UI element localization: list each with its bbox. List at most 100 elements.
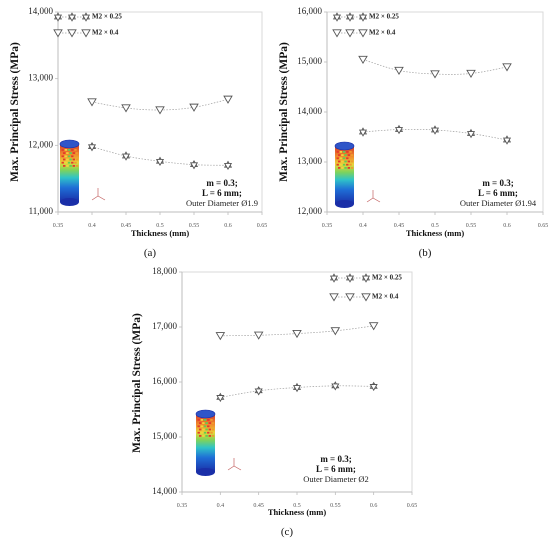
legend-marker bbox=[81, 12, 91, 22]
contour-speckle bbox=[197, 425, 200, 428]
x-axis-title: Thickness (mm) bbox=[268, 507, 326, 517]
x-tick-label: 0.6 bbox=[503, 223, 511, 229]
contour-speckle bbox=[74, 155, 77, 158]
contour-speckle bbox=[339, 151, 343, 153]
contour-speckle bbox=[208, 435, 211, 437]
marker-triangle-part bbox=[358, 14, 368, 22]
data-point-marker bbox=[87, 141, 97, 152]
legend-marker bbox=[67, 12, 77, 22]
data-point-marker bbox=[358, 127, 368, 137]
x-tick-label: 0.55 bbox=[330, 503, 341, 509]
y-tick-label: 18,000 bbox=[152, 266, 177, 276]
x-tick-label: 0.5 bbox=[431, 223, 439, 229]
legend-entry-2: M2 × 0.4 bbox=[329, 293, 399, 302]
chart-panel-3: 14,000 15,000 16,000 17,000 18,000 0.35 0.4 0.4… bbox=[131, 266, 417, 538]
contour-speckle bbox=[61, 155, 64, 158]
cylinder-body bbox=[335, 146, 354, 204]
x-tick-label: 0.35 bbox=[177, 503, 188, 509]
legend-marker bbox=[358, 12, 368, 22]
marker-triangle-part bbox=[189, 162, 199, 170]
x-axis-title: Thickness (mm) bbox=[131, 228, 189, 238]
y-tick-label: 12,000 bbox=[297, 206, 322, 216]
cylinder-top bbox=[59, 139, 80, 149]
cylinder-body bbox=[60, 144, 79, 202]
contour-speckle bbox=[66, 158, 69, 161]
contour-speckle bbox=[200, 431, 204, 434]
legend-label: M2 × 0.25 bbox=[369, 13, 399, 21]
y-tick-label: 14,000 bbox=[297, 106, 322, 116]
contour-speckle bbox=[338, 154, 341, 156]
y-tick-label: 14,000 bbox=[152, 486, 177, 496]
y-tick-label: 11,000 bbox=[29, 206, 54, 216]
contour-speckle bbox=[342, 151, 346, 153]
axis-glyph-y bbox=[366, 197, 374, 203]
contour-speckle bbox=[207, 425, 210, 428]
contour-speckle bbox=[341, 154, 344, 156]
marker-triangle-part bbox=[216, 395, 225, 403]
contour-speckle bbox=[64, 149, 68, 151]
contour-speckle bbox=[341, 167, 344, 169]
legend-entry-1: M2 × 0.25 bbox=[332, 12, 399, 22]
data-point-marker bbox=[466, 69, 476, 78]
y-axis-title: Max. Principal Stress (MPa) bbox=[131, 313, 143, 453]
data-point-marker bbox=[368, 322, 379, 331]
annotation-diameter: Outer Diameter Ø1.9 bbox=[186, 198, 258, 208]
contour-speckle bbox=[211, 428, 215, 431]
contour-speckle bbox=[75, 165, 79, 167]
annotation-diameter: Outer Diameter Ø2 bbox=[303, 474, 369, 484]
y-tick-label: 14,000 bbox=[28, 6, 53, 16]
data-point-marker bbox=[466, 128, 476, 139]
panel-label: (b) bbox=[419, 247, 432, 259]
contour-speckle bbox=[71, 149, 74, 151]
x-tick-label: 0.4 bbox=[217, 503, 225, 509]
contour-speckle bbox=[211, 435, 215, 437]
contour-speckle bbox=[349, 163, 352, 166]
contour-speckle bbox=[67, 161, 71, 164]
contour-speckle bbox=[207, 431, 210, 434]
contour-speckle bbox=[205, 428, 208, 431]
legend-entry-1: M2 × 0.25 bbox=[329, 273, 402, 283]
marker-triangle-part bbox=[223, 162, 233, 171]
data-point-marker bbox=[292, 329, 302, 339]
marker-triangle-part bbox=[345, 14, 355, 22]
legend-label: M2 × 0.4 bbox=[369, 29, 396, 37]
data-point-marker bbox=[87, 98, 97, 107]
marker-triangle-part bbox=[361, 275, 371, 283]
x-tick-label: 0.55 bbox=[189, 223, 200, 229]
legend-entry-2: M2 × 0.4 bbox=[332, 29, 396, 38]
contour-speckle bbox=[344, 167, 347, 169]
legend-label: M2 × 0.25 bbox=[372, 274, 402, 282]
data-point-marker bbox=[430, 125, 440, 135]
legend-entry-1: M2 × 0.25 bbox=[53, 12, 122, 22]
x-tick-label: 0.45 bbox=[121, 223, 132, 229]
contour-speckle bbox=[75, 158, 79, 161]
contour-speckle bbox=[211, 422, 215, 424]
panel-label: (c) bbox=[281, 526, 294, 538]
marker-triangle-part bbox=[466, 131, 476, 139]
contour-speckle bbox=[347, 160, 350, 163]
marker-triangle-part bbox=[430, 127, 440, 135]
legend-marker bbox=[361, 293, 371, 302]
contour-speckle bbox=[210, 419, 213, 421]
cylinder-top bbox=[195, 409, 216, 419]
contour-speckle bbox=[346, 157, 349, 160]
axis-glyph-y bbox=[227, 465, 235, 471]
contour-speckle bbox=[75, 152, 79, 154]
contour-speckle bbox=[202, 422, 205, 424]
contour-speckle bbox=[207, 419, 210, 421]
contour-speckle bbox=[74, 149, 77, 151]
contour-speckle bbox=[63, 152, 66, 154]
contour-speckle bbox=[63, 165, 66, 167]
annotation-friction: m = 0.3; bbox=[320, 454, 351, 464]
contour-speckle bbox=[197, 419, 200, 421]
data-point-marker bbox=[430, 70, 440, 79]
legend-marker bbox=[81, 29, 91, 38]
contour-speckle bbox=[61, 149, 64, 151]
contour-speckle bbox=[69, 158, 72, 161]
annotation-length: L = 6 mm; bbox=[478, 188, 518, 198]
contour-speckle bbox=[202, 428, 205, 431]
contour-speckle bbox=[210, 425, 213, 428]
x-tick-label: 0.5 bbox=[156, 223, 164, 229]
data-point-marker bbox=[502, 63, 512, 72]
x-tick-label: 0.6 bbox=[224, 223, 232, 229]
